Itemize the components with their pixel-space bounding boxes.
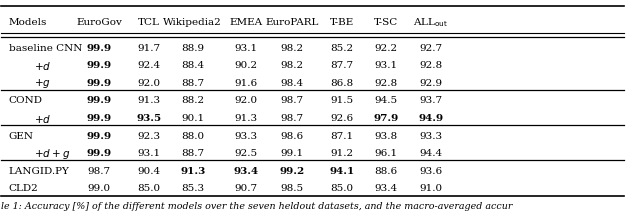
Text: 99.9: 99.9: [86, 79, 112, 88]
Text: 99.9: 99.9: [86, 149, 112, 158]
Text: EuroPARL: EuroPARL: [266, 18, 319, 27]
Text: 90.7: 90.7: [234, 184, 257, 193]
Text: 94.9: 94.9: [418, 114, 444, 123]
Text: 91.7: 91.7: [138, 44, 161, 53]
Text: 98.5: 98.5: [281, 184, 304, 193]
Text: $+d$: $+d$: [34, 60, 51, 72]
Text: TCL: TCL: [138, 18, 160, 27]
Text: 92.8: 92.8: [374, 79, 397, 88]
Text: 99.9: 99.9: [86, 61, 112, 70]
Text: CLD2: CLD2: [9, 184, 38, 193]
Text: 92.9: 92.9: [419, 79, 442, 88]
Text: 98.7: 98.7: [88, 167, 111, 176]
Text: 87.7: 87.7: [331, 61, 354, 70]
Text: 93.5: 93.5: [136, 114, 161, 123]
Text: 87.1: 87.1: [331, 132, 354, 141]
Text: 93.4: 93.4: [374, 184, 397, 193]
Text: 91.5: 91.5: [331, 96, 354, 105]
Text: COND: COND: [9, 96, 43, 105]
Text: GEN: GEN: [9, 132, 34, 141]
Text: 99.9: 99.9: [86, 44, 112, 53]
Text: 99.9: 99.9: [86, 132, 112, 141]
Text: Models: Models: [9, 18, 47, 27]
Text: 94.4: 94.4: [419, 149, 442, 158]
Text: 91.0: 91.0: [419, 184, 442, 193]
Text: 99.1: 99.1: [281, 149, 304, 158]
Text: 94.5: 94.5: [374, 96, 397, 105]
Text: 85.0: 85.0: [138, 184, 161, 193]
Text: 93.8: 93.8: [374, 132, 397, 141]
Text: 98.2: 98.2: [281, 61, 304, 70]
Text: EMEA: EMEA: [229, 18, 262, 27]
Text: 88.6: 88.6: [374, 167, 397, 176]
Text: $+d+g$: $+d+g$: [34, 147, 70, 161]
Text: 88.0: 88.0: [181, 132, 204, 141]
Text: 86.8: 86.8: [331, 79, 354, 88]
Text: 92.0: 92.0: [234, 96, 257, 105]
Text: 91.3: 91.3: [180, 167, 205, 176]
Text: 99.9: 99.9: [86, 114, 112, 123]
Text: 85.3: 85.3: [181, 184, 204, 193]
Text: 92.7: 92.7: [419, 44, 442, 53]
Text: 88.4: 88.4: [181, 61, 204, 70]
Text: 85.0: 85.0: [331, 184, 354, 193]
Text: 90.2: 90.2: [234, 61, 257, 70]
Text: 90.4: 90.4: [138, 167, 161, 176]
Text: T-SC: T-SC: [374, 18, 398, 27]
Text: 93.3: 93.3: [419, 132, 442, 141]
Text: 91.3: 91.3: [138, 96, 161, 105]
Text: 93.1: 93.1: [234, 44, 257, 53]
Text: 99.0: 99.0: [88, 184, 111, 193]
Text: 88.7: 88.7: [181, 149, 204, 158]
Text: 98.7: 98.7: [281, 96, 304, 105]
Text: 92.8: 92.8: [419, 61, 442, 70]
Text: baseline CNN: baseline CNN: [9, 44, 82, 53]
Text: LANGID.PY: LANGID.PY: [9, 167, 70, 176]
Text: 93.6: 93.6: [419, 167, 442, 176]
Text: 93.1: 93.1: [374, 61, 397, 70]
Text: 88.7: 88.7: [181, 79, 204, 88]
Text: 92.0: 92.0: [138, 79, 161, 88]
Text: 99.2: 99.2: [280, 167, 305, 176]
Text: 99.9: 99.9: [86, 96, 112, 105]
Text: 88.2: 88.2: [181, 96, 204, 105]
Text: 92.4: 92.4: [138, 61, 161, 70]
Text: 92.6: 92.6: [331, 114, 354, 123]
Text: 97.9: 97.9: [373, 114, 399, 123]
Text: 92.2: 92.2: [374, 44, 397, 53]
Text: 98.6: 98.6: [281, 132, 304, 141]
Text: $+d$: $+d$: [34, 112, 51, 125]
Text: ALL$_{\mathrm{out}}$: ALL$_{\mathrm{out}}$: [413, 17, 448, 29]
Text: 93.3: 93.3: [234, 132, 257, 141]
Text: 98.2: 98.2: [281, 44, 304, 53]
Text: EuroGov: EuroGov: [76, 18, 122, 27]
Text: 96.1: 96.1: [374, 149, 397, 158]
Text: 98.4: 98.4: [281, 79, 304, 88]
Text: le 1: Accuracy [%] of the different models over the seven heldout datasets, and : le 1: Accuracy [%] of the different mode…: [1, 202, 512, 211]
Text: 91.6: 91.6: [234, 79, 257, 88]
Text: 85.2: 85.2: [331, 44, 354, 53]
Text: 88.9: 88.9: [181, 44, 204, 53]
Text: 92.5: 92.5: [234, 149, 257, 158]
Text: $+g$: $+g$: [34, 77, 51, 90]
Text: 91.2: 91.2: [331, 149, 354, 158]
Text: 98.7: 98.7: [281, 114, 304, 123]
Text: 91.3: 91.3: [234, 114, 257, 123]
Text: 94.1: 94.1: [330, 167, 355, 176]
Text: Wikipedia2: Wikipedia2: [163, 18, 222, 27]
Text: 93.4: 93.4: [233, 167, 258, 176]
Text: 93.7: 93.7: [419, 96, 442, 105]
Text: 93.1: 93.1: [138, 149, 161, 158]
Text: T-BE: T-BE: [330, 18, 355, 27]
Text: 90.1: 90.1: [181, 114, 204, 123]
Text: 92.3: 92.3: [138, 132, 161, 141]
